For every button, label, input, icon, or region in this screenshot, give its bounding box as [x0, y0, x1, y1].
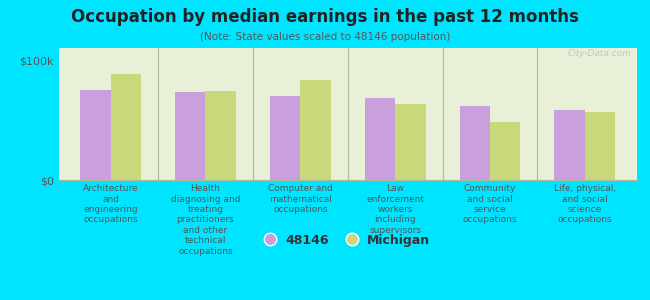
- Bar: [175, 92, 205, 180]
- Legend: 48146, Michigan: 48146, Michigan: [259, 227, 437, 253]
- Text: Occupation by median earnings in the past 12 months: Occupation by median earnings in the pas…: [71, 8, 579, 26]
- Bar: [81, 90, 110, 180]
- Text: City-Data.com: City-Data.com: [567, 49, 631, 58]
- Bar: [270, 96, 300, 180]
- Bar: [365, 98, 395, 180]
- Bar: [205, 91, 236, 180]
- Bar: [490, 122, 521, 180]
- Text: (Note: State values scaled to 48146 population): (Note: State values scaled to 48146 popu…: [200, 32, 450, 41]
- Bar: [395, 104, 426, 180]
- Bar: [300, 80, 331, 180]
- Bar: [554, 110, 585, 180]
- Bar: [111, 74, 141, 180]
- Bar: [585, 112, 615, 180]
- Bar: [460, 106, 490, 180]
